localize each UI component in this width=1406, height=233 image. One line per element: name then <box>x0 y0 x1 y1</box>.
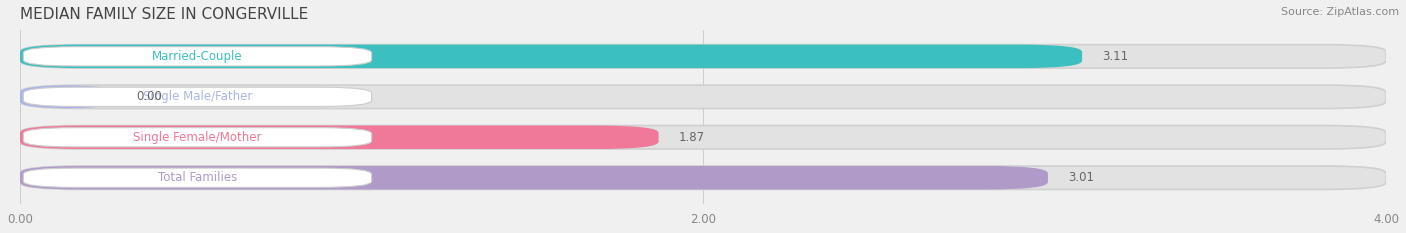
Text: 3.11: 3.11 <box>1102 50 1129 63</box>
Text: Total Families: Total Families <box>157 171 238 184</box>
FancyBboxPatch shape <box>20 45 1386 68</box>
Text: Married-Couple: Married-Couple <box>152 50 243 63</box>
FancyBboxPatch shape <box>24 47 371 66</box>
Text: Single Male/Father: Single Male/Father <box>143 90 252 103</box>
FancyBboxPatch shape <box>20 85 115 109</box>
Text: 1.87: 1.87 <box>679 131 706 144</box>
Text: 0.00: 0.00 <box>136 90 162 103</box>
Text: Source: ZipAtlas.com: Source: ZipAtlas.com <box>1281 7 1399 17</box>
FancyBboxPatch shape <box>24 87 371 106</box>
FancyBboxPatch shape <box>20 166 1047 189</box>
FancyBboxPatch shape <box>24 168 371 187</box>
Text: Single Female/Mother: Single Female/Mother <box>134 131 262 144</box>
FancyBboxPatch shape <box>20 166 1386 189</box>
Text: MEDIAN FAMILY SIZE IN CONGERVILLE: MEDIAN FAMILY SIZE IN CONGERVILLE <box>20 7 308 22</box>
FancyBboxPatch shape <box>20 45 1083 68</box>
FancyBboxPatch shape <box>24 128 371 147</box>
FancyBboxPatch shape <box>20 126 658 149</box>
FancyBboxPatch shape <box>20 126 1386 149</box>
Text: 3.01: 3.01 <box>1069 171 1094 184</box>
FancyBboxPatch shape <box>20 85 1386 109</box>
